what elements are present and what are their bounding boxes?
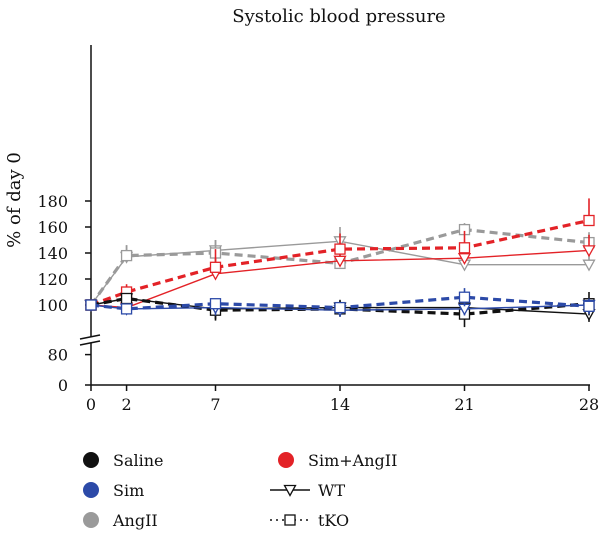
y-tick-label: 80 — [48, 346, 68, 365]
legend-label: Sim+AngII — [308, 451, 397, 470]
data-point — [120, 303, 133, 315]
y-tick-label: 160 — [37, 218, 68, 237]
chart-title: Systolic blood pressure — [232, 6, 445, 27]
data-point — [582, 245, 596, 258]
series-line — [89, 227, 590, 306]
x-tick-label: 14 — [330, 395, 350, 414]
data-point — [85, 299, 97, 311]
legend-label: tKO — [318, 511, 349, 530]
legend-swatch — [83, 482, 99, 498]
x-tick-label: 2 — [121, 395, 131, 414]
axis-break-mark — [79, 334, 101, 340]
data-point — [120, 292, 133, 305]
data-point — [334, 243, 346, 255]
legend-marker-wt — [283, 484, 297, 497]
series-line — [90, 295, 590, 311]
data-point — [334, 301, 346, 314]
data-point — [209, 298, 222, 310]
x-tick-label: 21 — [454, 395, 474, 414]
legend-label: Saline — [113, 451, 164, 470]
y-tick-label: 180 — [37, 192, 68, 211]
y-tick-label: 0 — [58, 376, 68, 395]
legend: Saline Sim AngII Sim+AngII WT tKO — [83, 451, 397, 530]
legend-swatch — [83, 512, 99, 528]
x-tick-label: 28 — [579, 395, 599, 414]
legend-label: AngII — [112, 511, 158, 530]
series-sim-tko — [85, 288, 595, 315]
legend-label: WT — [318, 481, 345, 500]
data-point — [333, 255, 347, 268]
data-point — [458, 242, 471, 254]
series-layer — [84, 198, 596, 328]
series-line — [90, 240, 589, 306]
y-tick-label: 100 — [37, 296, 68, 315]
data-point — [583, 300, 595, 312]
y-axis-label: % of day 0 — [4, 152, 25, 248]
legend-label: Sim — [113, 481, 144, 500]
y-tick-label: 140 — [37, 244, 68, 263]
y-tick-label: 120 — [37, 270, 68, 289]
legend-swatch — [83, 452, 99, 468]
data-point — [582, 259, 596, 272]
legend-marker-tko — [284, 514, 296, 526]
x-tick-label: 7 — [210, 395, 220, 414]
data-point — [457, 253, 472, 266]
data-point — [209, 261, 222, 273]
data-point — [458, 291, 471, 303]
x-tick-label: 0 — [86, 395, 96, 414]
axes: 100 120 140 160 180 0 80 0 2 7 14 21 28 — [37, 45, 599, 414]
axis-break-mark — [79, 340, 101, 346]
data-point — [583, 214, 595, 227]
legend-swatch — [278, 452, 294, 468]
data-point — [120, 249, 133, 262]
